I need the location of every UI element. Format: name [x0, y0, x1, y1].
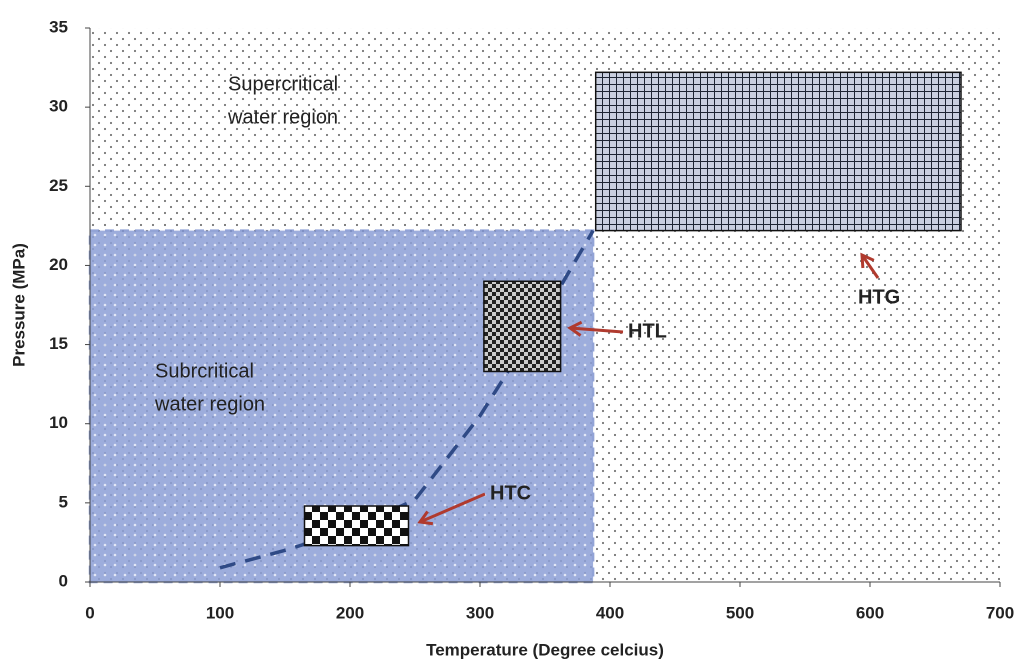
y-tick-label: 35	[49, 17, 68, 36]
x-tick-label: 300	[466, 603, 494, 622]
y-tick-label: 5	[59, 492, 68, 511]
y-tick-label: 15	[49, 334, 68, 353]
y-axis-label: Pressure (MPa)	[9, 243, 28, 367]
y-tick-label: 0	[59, 571, 68, 590]
process-box	[594, 71, 962, 232]
x-tick-label: 100	[206, 603, 234, 622]
y-tick-label: 30	[49, 97, 68, 116]
saturation-curve	[219, 229, 595, 570]
region-label: Subrcritical	[155, 360, 254, 382]
process-arrowhead	[417, 510, 434, 526]
x-tick-label: 400	[596, 603, 624, 622]
process-arrowhead	[860, 252, 875, 269]
plot	[88, 71, 962, 584]
process-arrow	[569, 326, 624, 334]
region-label: water region	[227, 106, 338, 128]
x-tick-label: 200	[336, 603, 364, 622]
process-label: HTG	[858, 286, 900, 308]
region-label: water region	[154, 393, 265, 415]
x-tick-label: 0	[85, 603, 94, 622]
x-tick-label: 700	[986, 603, 1014, 622]
process-label: HTL	[628, 320, 667, 342]
process-arrow	[860, 254, 880, 279]
process-box	[303, 505, 410, 547]
process-arrowhead	[567, 320, 583, 337]
process-label: HTC	[490, 482, 531, 504]
y-tick-label: 20	[49, 255, 68, 274]
process-box	[483, 280, 562, 373]
y-tick-label: 25	[49, 176, 68, 195]
x-tick-label: 500	[726, 603, 754, 622]
x-axis-label: Temperature (Degree celcius)	[426, 640, 664, 659]
y-tick-label: 10	[49, 413, 68, 432]
x-tick-label: 600	[856, 603, 884, 622]
process-arrow	[419, 492, 486, 524]
region-label: Supercritical	[228, 73, 338, 95]
